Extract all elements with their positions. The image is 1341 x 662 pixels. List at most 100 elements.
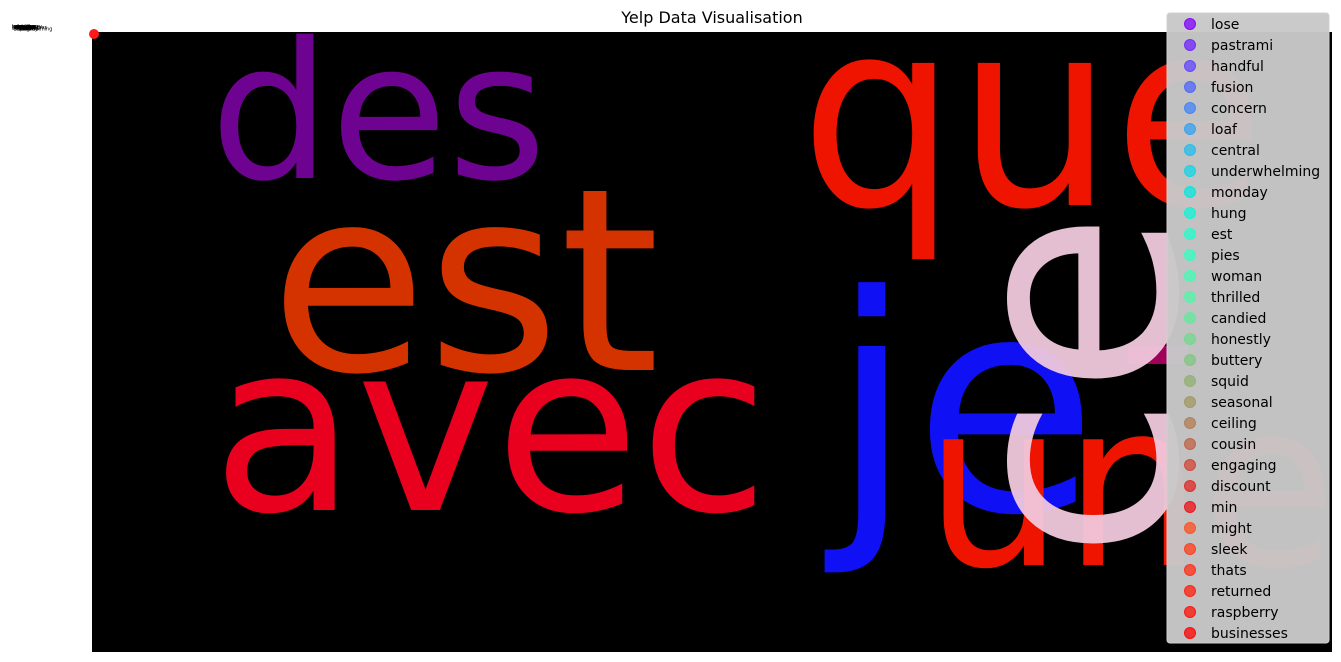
legend-item-lose[interactable]: lose (1184, 17, 1240, 33)
legend-item-cousin[interactable]: cousin (1184, 437, 1257, 453)
point-label-min: min (20, 26, 29, 32)
legend-marker (1184, 144, 1196, 156)
point-label-ceiling: ceiling (14, 26, 30, 32)
legend-marker (1184, 81, 1196, 93)
point-label-thrilled: thrilled (14, 25, 32, 31)
legend-label: discount (1211, 479, 1271, 495)
legend-item-thrilled[interactable]: thrilled (1184, 290, 1261, 306)
legend-marker (1184, 123, 1196, 135)
point-label-underwhelming: underwhelming (14, 26, 53, 32)
point-label-monday: monday (15, 24, 35, 30)
legend-item-woman[interactable]: woman (1184, 269, 1263, 285)
legend-label: engaging (1211, 458, 1277, 474)
legend-item-fusion[interactable]: fusion (1184, 80, 1254, 96)
legend-marker (1184, 207, 1196, 219)
point-label-pastrami: pastrami (14, 25, 36, 31)
point-label-handful: handful (15, 26, 34, 32)
legend[interactable]: lose pastrami handful fusion concern loaf cent… (1166, 12, 1330, 644)
point-label-seasonal: seasonal (12, 26, 34, 32)
legend-item-est[interactable]: est (1184, 227, 1233, 243)
point-label-thats: thats (15, 26, 28, 32)
legend-item-underwhelming[interactable]: underwhelming (1184, 164, 1321, 180)
legend-label: thats (1211, 563, 1247, 579)
point-label-might: might (12, 24, 27, 30)
legend-marker (1184, 249, 1196, 261)
chart-title: Yelp Data Visualisation (620, 8, 802, 27)
origin-label-cluster: losepastramihandfulfusionconcernloafcent… (12, 24, 52, 32)
legend-label: candied (1211, 311, 1266, 327)
legend-label: buttery (1211, 353, 1262, 369)
legend-item-loaf[interactable]: loaf (1184, 122, 1239, 138)
legend-label: honestly (1211, 332, 1271, 348)
legend-item-handful[interactable]: handful (1184, 59, 1264, 75)
wordcloud-word-est: est (270, 134, 660, 431)
legend-item-pies[interactable]: pies (1184, 248, 1240, 264)
legend-marker (1184, 102, 1196, 114)
legend-marker (1184, 60, 1196, 72)
legend-item-min[interactable]: min (1184, 500, 1238, 516)
point-label-loaf: loaf (20, 25, 30, 31)
point-label-buttery: buttery (18, 24, 36, 30)
legend-marker (1184, 606, 1196, 618)
legend-item-seasonal[interactable]: seasonal (1184, 395, 1273, 411)
legend-item-businesses[interactable]: businesses (1184, 626, 1288, 642)
point-label-returned: returned (17, 26, 39, 32)
legend-marker (1184, 291, 1196, 303)
legend-label: hung (1211, 206, 1247, 222)
point-label-pies: pies (20, 26, 31, 32)
point-label-est: est (18, 26, 26, 32)
legend-item-thats[interactable]: thats (1184, 563, 1247, 579)
point-label-sleek: sleek (14, 25, 27, 31)
legend-item-pastrami[interactable]: pastrami (1184, 38, 1274, 54)
legend-item-candied[interactable]: candied (1184, 311, 1267, 327)
legend-label: ceiling (1211, 416, 1257, 432)
legend-marker (1184, 459, 1196, 471)
legend-item-concern[interactable]: concern (1184, 101, 1267, 117)
legend-marker (1184, 522, 1196, 534)
legend-label: cousin (1211, 437, 1256, 453)
legend-label: squid (1211, 374, 1249, 390)
legend-marker (1184, 228, 1196, 240)
legend-item-monday[interactable]: monday (1184, 185, 1268, 201)
point-label-cousin: cousin (15, 24, 31, 30)
legend-item-sleek[interactable]: sleek (1184, 542, 1249, 558)
legend-marker (1184, 417, 1196, 429)
legend-label: raspberry (1211, 605, 1279, 621)
point-label-candied: candied (15, 26, 35, 32)
legend-marker (1184, 585, 1196, 597)
legend-item-returned[interactable]: returned (1184, 584, 1272, 600)
legend-label: est (1211, 227, 1233, 243)
legend-item-squid[interactable]: squid (1184, 374, 1249, 390)
legend-label: thrilled (1211, 290, 1260, 306)
legend-marker (1184, 564, 1196, 576)
legend-marker (1184, 480, 1196, 492)
wordcloud-background (92, 32, 1332, 652)
legend-label: handful (1211, 59, 1264, 75)
legend-label: lose (1211, 17, 1239, 33)
legend-item-ceiling[interactable]: ceiling (1184, 416, 1257, 432)
point-label-businesses: businesses (20, 25, 48, 31)
legend-item-buttery[interactable]: buttery (1184, 353, 1263, 369)
legend-item-discount[interactable]: discount (1184, 479, 1272, 495)
point-label-raspberry: raspberry (18, 24, 42, 30)
wordcloud-word-des: des (210, 2, 547, 223)
legend-item-hung[interactable]: hung (1184, 206, 1247, 222)
legend-label: monday (1211, 185, 1268, 201)
legend-marker (1184, 312, 1196, 324)
legend-item-engaging[interactable]: engaging (1184, 458, 1277, 474)
legend-label: businesses (1211, 626, 1288, 642)
legend-item-honestly[interactable]: honestly (1184, 332, 1271, 348)
legend-marker (1184, 186, 1196, 198)
point-label-fusion: fusion (17, 26, 32, 32)
legend-frame (1166, 12, 1330, 644)
wordcloud-word-je: je (821, 232, 1098, 581)
point-label-honestly: honestly (17, 26, 38, 32)
point-label-hung: hung (17, 25, 30, 31)
legend-item-central[interactable]: central (1184, 143, 1260, 159)
legend-item-raspberry[interactable]: raspberry (1184, 605, 1279, 621)
point-label-discount: discount (18, 26, 39, 32)
legend-label: sleek (1211, 542, 1248, 558)
legend-marker (1184, 438, 1196, 450)
legend-item-might[interactable]: might (1184, 521, 1253, 537)
